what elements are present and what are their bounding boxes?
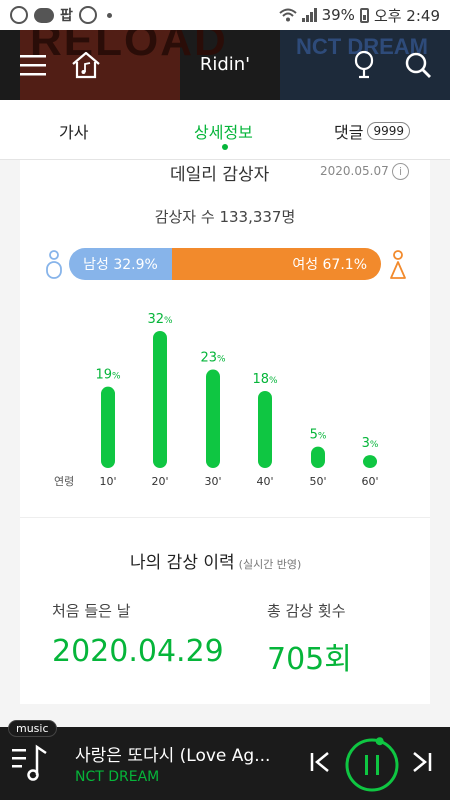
comments-count-badge: 9999 xyxy=(367,122,410,140)
tab-lyrics[interactable]: 가사 xyxy=(59,123,89,142)
total-plays-label: 총 감상 횟수 xyxy=(267,602,346,620)
home-button[interactable] xyxy=(66,45,106,85)
tab-detail[interactable]: 상세정보 xyxy=(194,123,253,142)
female-icon xyxy=(390,250,406,279)
progress-knob[interactable] xyxy=(375,737,384,746)
app-header: RELOAD NCT DREAM Ridin' xyxy=(0,30,450,100)
album-art-right-text: NCT DREAM xyxy=(296,34,428,59)
age-tick-label: 60' xyxy=(361,475,378,488)
record-icon xyxy=(78,6,97,24)
status-bar: 팝 39% 오후 2:49 xyxy=(0,0,450,30)
female-share-bar: 여성 67.1% xyxy=(172,248,381,280)
microphone-icon xyxy=(354,50,374,79)
next-track-button[interactable] xyxy=(410,749,434,775)
total-plays-count: 705회 xyxy=(267,642,352,677)
status-app-text: 팝 xyxy=(60,8,73,24)
history-title: 나의 감상 이력 xyxy=(130,553,235,573)
hamburger-icon xyxy=(20,55,46,76)
section-divider xyxy=(20,517,430,518)
age-bar-40 xyxy=(258,390,272,468)
first-listened-date: 2020.04.29 xyxy=(52,634,224,669)
male-icon xyxy=(46,250,62,279)
tab-comments[interactable]: 댓글 9999 xyxy=(334,119,410,143)
x-axis-label: 연령 xyxy=(54,475,74,488)
chat-bubble-icon xyxy=(34,7,54,23)
age-tick-label: 40' xyxy=(256,475,273,488)
tab-comments-label: 댓글 xyxy=(334,123,364,142)
age-bar-30 xyxy=(206,369,220,468)
album-art-left xyxy=(20,30,180,100)
bar-value-label: 19% xyxy=(95,368,121,383)
first-listened-label: 처음 들은 날 xyxy=(52,602,131,620)
battery-icon xyxy=(359,7,369,23)
age-bar-10 xyxy=(101,386,115,468)
menu-button[interactable] xyxy=(13,45,53,85)
listener-count: 감상자 수 133,337명 xyxy=(154,208,296,226)
age-bar-20 xyxy=(153,331,167,468)
tab-bar: 가사 상세정보 댓글 9999 xyxy=(0,100,450,160)
age-tick-label: 20' xyxy=(151,475,168,488)
history-title-row: 나의 감상 이력 (실시간 반영) xyxy=(130,548,301,573)
age-tick-label: 10' xyxy=(99,475,116,488)
info-icon[interactable]: i xyxy=(392,163,409,180)
signal-icon xyxy=(301,8,317,22)
album-art-right xyxy=(280,30,450,100)
playlist-icon[interactable] xyxy=(12,743,50,783)
wifi-icon xyxy=(278,8,297,22)
gender-ratio-bar: 남성 32.9% 여성 67.1% xyxy=(69,248,381,280)
active-tab-indicator xyxy=(222,144,228,150)
bar-value-label: 23% xyxy=(200,351,226,366)
search-button[interactable] xyxy=(398,45,438,85)
bar-value-label: 18% xyxy=(252,372,278,387)
daily-date: 2020.05.07 xyxy=(320,164,389,178)
bar-value-label: 32% xyxy=(147,312,173,327)
album-art-left-text: RELOAD xyxy=(30,30,228,65)
status-left: 팝 xyxy=(10,5,112,25)
app-notification-icon xyxy=(10,6,28,24)
home-music-icon xyxy=(72,51,100,79)
age-bar-50 xyxy=(311,446,325,468)
clock: 오후 2:49 xyxy=(373,6,440,25)
daily-listeners-title: 데일리 감상자 xyxy=(170,165,270,185)
listening-history-card: 나의 감상 이력 (실시간 반영) 처음 들은 날 총 감상 횟수 2020.04… xyxy=(20,518,430,704)
voice-search-button[interactable] xyxy=(344,45,384,85)
status-right: 39% 오후 2:49 xyxy=(278,5,440,26)
daily-listeners-card: 데일리 감상자 2020.05.07 i 감상자 수 133,337명 남성 3… xyxy=(20,160,430,522)
now-playing-artist: NCT DREAM xyxy=(75,769,160,785)
pause-button[interactable] xyxy=(344,737,400,793)
more-notifications-dot xyxy=(106,12,112,18)
male-share-bar: 남성 32.9% xyxy=(69,248,172,280)
age-tick-label: 30' xyxy=(204,475,221,488)
music-tag: music xyxy=(8,720,57,737)
history-subtitle: (실시간 반영) xyxy=(238,558,302,571)
bar-value-label: 3% xyxy=(362,436,379,451)
bar-value-label: 5% xyxy=(310,428,327,443)
age-tick-label: 50' xyxy=(309,475,326,488)
age-distribution-chart: 연령 19% 10' 32% 20' 23% 30' 18% 40' 5% 50' 3% 60' xyxy=(54,312,379,488)
song-title-header: Ridin' xyxy=(199,54,251,75)
search-icon xyxy=(405,52,431,78)
mini-player[interactable]: 사랑은 또다시 (Love Ag... NCT DREAM xyxy=(0,727,450,800)
age-bar-60 xyxy=(363,455,377,468)
battery-percent: 39% xyxy=(321,6,355,24)
previous-track-button[interactable] xyxy=(308,749,332,775)
now-playing-title[interactable]: 사랑은 또다시 (Love Ag... xyxy=(75,746,271,766)
